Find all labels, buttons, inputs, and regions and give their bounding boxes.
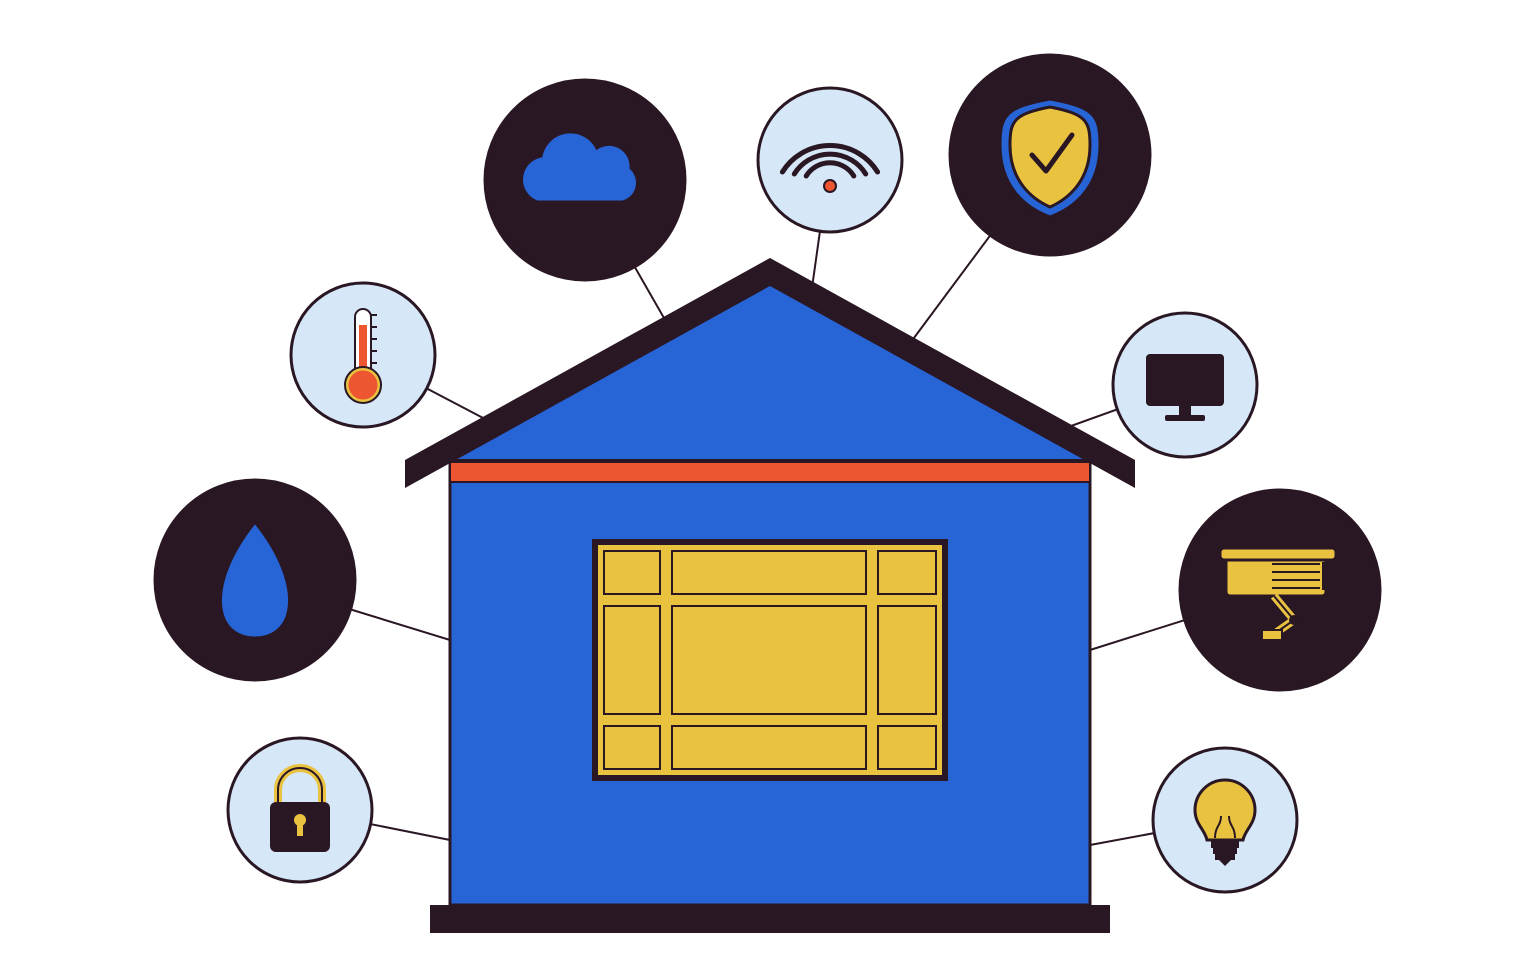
monitor-icon — [1113, 313, 1257, 457]
camera-icon — [1180, 490, 1380, 690]
water-drop-icon — [155, 480, 355, 680]
house-window — [592, 539, 948, 781]
shield-icon — [950, 55, 1150, 255]
lock-icon — [228, 738, 372, 882]
wifi-icon — [758, 88, 902, 232]
smart-home-infographic — [0, 0, 1540, 980]
cloud-icon — [485, 80, 685, 280]
lightbulb-icon — [1153, 748, 1297, 892]
thermometer-icon — [291, 283, 435, 427]
